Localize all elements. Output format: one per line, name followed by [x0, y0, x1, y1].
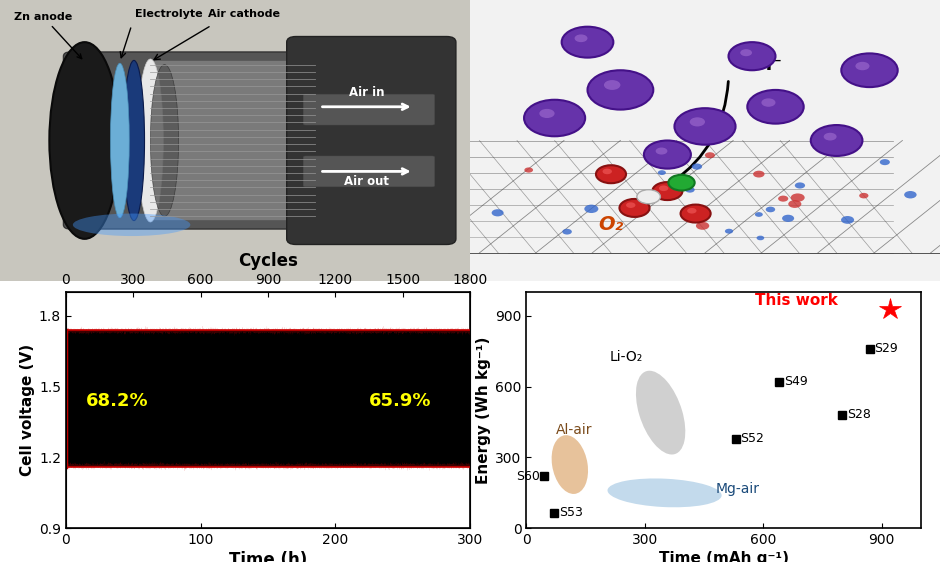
Ellipse shape — [111, 64, 130, 217]
Circle shape — [690, 117, 705, 126]
X-axis label: Time (h): Time (h) — [228, 551, 307, 562]
Circle shape — [659, 185, 668, 191]
Circle shape — [668, 175, 695, 191]
X-axis label: Cycles: Cycles — [238, 252, 298, 270]
Text: Mg-air: Mg-air — [716, 482, 760, 496]
Circle shape — [668, 153, 680, 160]
Circle shape — [562, 26, 614, 57]
Y-axis label: Energy (Wh kg⁻¹): Energy (Wh kg⁻¹) — [476, 337, 491, 484]
Circle shape — [675, 108, 736, 144]
FancyBboxPatch shape — [287, 37, 456, 244]
Text: S52: S52 — [741, 432, 764, 445]
Ellipse shape — [607, 478, 722, 507]
Circle shape — [637, 189, 660, 203]
Circle shape — [696, 222, 710, 230]
Text: This work: This work — [756, 293, 838, 308]
Text: S60: S60 — [517, 470, 540, 483]
Circle shape — [656, 148, 667, 155]
Circle shape — [603, 169, 612, 174]
Text: 68.2%: 68.2% — [86, 392, 149, 410]
Circle shape — [795, 183, 805, 188]
Circle shape — [855, 62, 870, 70]
Text: Air in: Air in — [349, 85, 384, 98]
Ellipse shape — [137, 59, 164, 222]
Circle shape — [588, 70, 653, 110]
Circle shape — [658, 170, 666, 175]
Circle shape — [685, 187, 695, 193]
Text: OH⁻: OH⁻ — [743, 56, 782, 74]
Circle shape — [755, 212, 763, 217]
Circle shape — [741, 49, 752, 56]
Ellipse shape — [123, 60, 145, 221]
Circle shape — [574, 34, 588, 42]
Circle shape — [652, 182, 682, 200]
Ellipse shape — [150, 65, 179, 216]
Text: S53: S53 — [558, 506, 583, 519]
Circle shape — [859, 193, 869, 198]
Text: Air out: Air out — [344, 175, 389, 188]
Circle shape — [782, 215, 794, 222]
Circle shape — [753, 171, 764, 178]
Circle shape — [880, 159, 890, 165]
Circle shape — [492, 209, 504, 216]
Text: O₂: O₂ — [599, 215, 623, 234]
FancyBboxPatch shape — [0, 0, 470, 281]
Circle shape — [664, 156, 674, 163]
Ellipse shape — [636, 371, 685, 455]
Text: Zn anode: Zn anode — [14, 12, 82, 58]
Text: 65.9%: 65.9% — [368, 392, 431, 410]
FancyBboxPatch shape — [304, 156, 434, 187]
Circle shape — [603, 80, 620, 90]
Circle shape — [841, 53, 898, 87]
Circle shape — [791, 193, 805, 202]
FancyBboxPatch shape — [149, 60, 318, 220]
Circle shape — [728, 42, 775, 70]
Circle shape — [692, 164, 702, 170]
Circle shape — [585, 205, 599, 213]
Text: S49: S49 — [784, 375, 807, 388]
Circle shape — [681, 205, 711, 223]
Ellipse shape — [50, 42, 120, 239]
Circle shape — [766, 207, 775, 212]
FancyBboxPatch shape — [64, 52, 337, 229]
Circle shape — [619, 199, 650, 217]
Circle shape — [761, 98, 776, 107]
Text: Air cathode: Air cathode — [209, 9, 280, 19]
Text: Electrolyte: Electrolyte — [135, 9, 203, 19]
Circle shape — [725, 229, 733, 234]
Circle shape — [525, 167, 533, 173]
Text: Li-O₂: Li-O₂ — [609, 350, 643, 364]
Circle shape — [562, 229, 572, 234]
Circle shape — [747, 90, 804, 124]
Y-axis label: Cell voltage (V): Cell voltage (V) — [20, 344, 35, 477]
X-axis label: Time (mAh g⁻¹): Time (mAh g⁻¹) — [659, 551, 789, 562]
Text: S28: S28 — [847, 409, 870, 422]
Ellipse shape — [552, 435, 588, 494]
Circle shape — [778, 196, 789, 202]
Circle shape — [540, 109, 555, 118]
Ellipse shape — [73, 214, 190, 236]
Circle shape — [904, 191, 916, 198]
Circle shape — [596, 165, 626, 183]
Circle shape — [810, 125, 863, 156]
Circle shape — [687, 208, 697, 214]
Text: Al-air: Al-air — [556, 423, 592, 437]
Text: S29: S29 — [874, 342, 899, 355]
Circle shape — [705, 152, 715, 158]
Circle shape — [626, 202, 635, 208]
Circle shape — [841, 216, 854, 224]
FancyBboxPatch shape — [304, 94, 434, 125]
Circle shape — [525, 100, 585, 136]
Circle shape — [823, 133, 837, 140]
Circle shape — [644, 140, 691, 169]
Circle shape — [789, 200, 802, 208]
Circle shape — [757, 235, 764, 241]
FancyBboxPatch shape — [470, 0, 940, 281]
